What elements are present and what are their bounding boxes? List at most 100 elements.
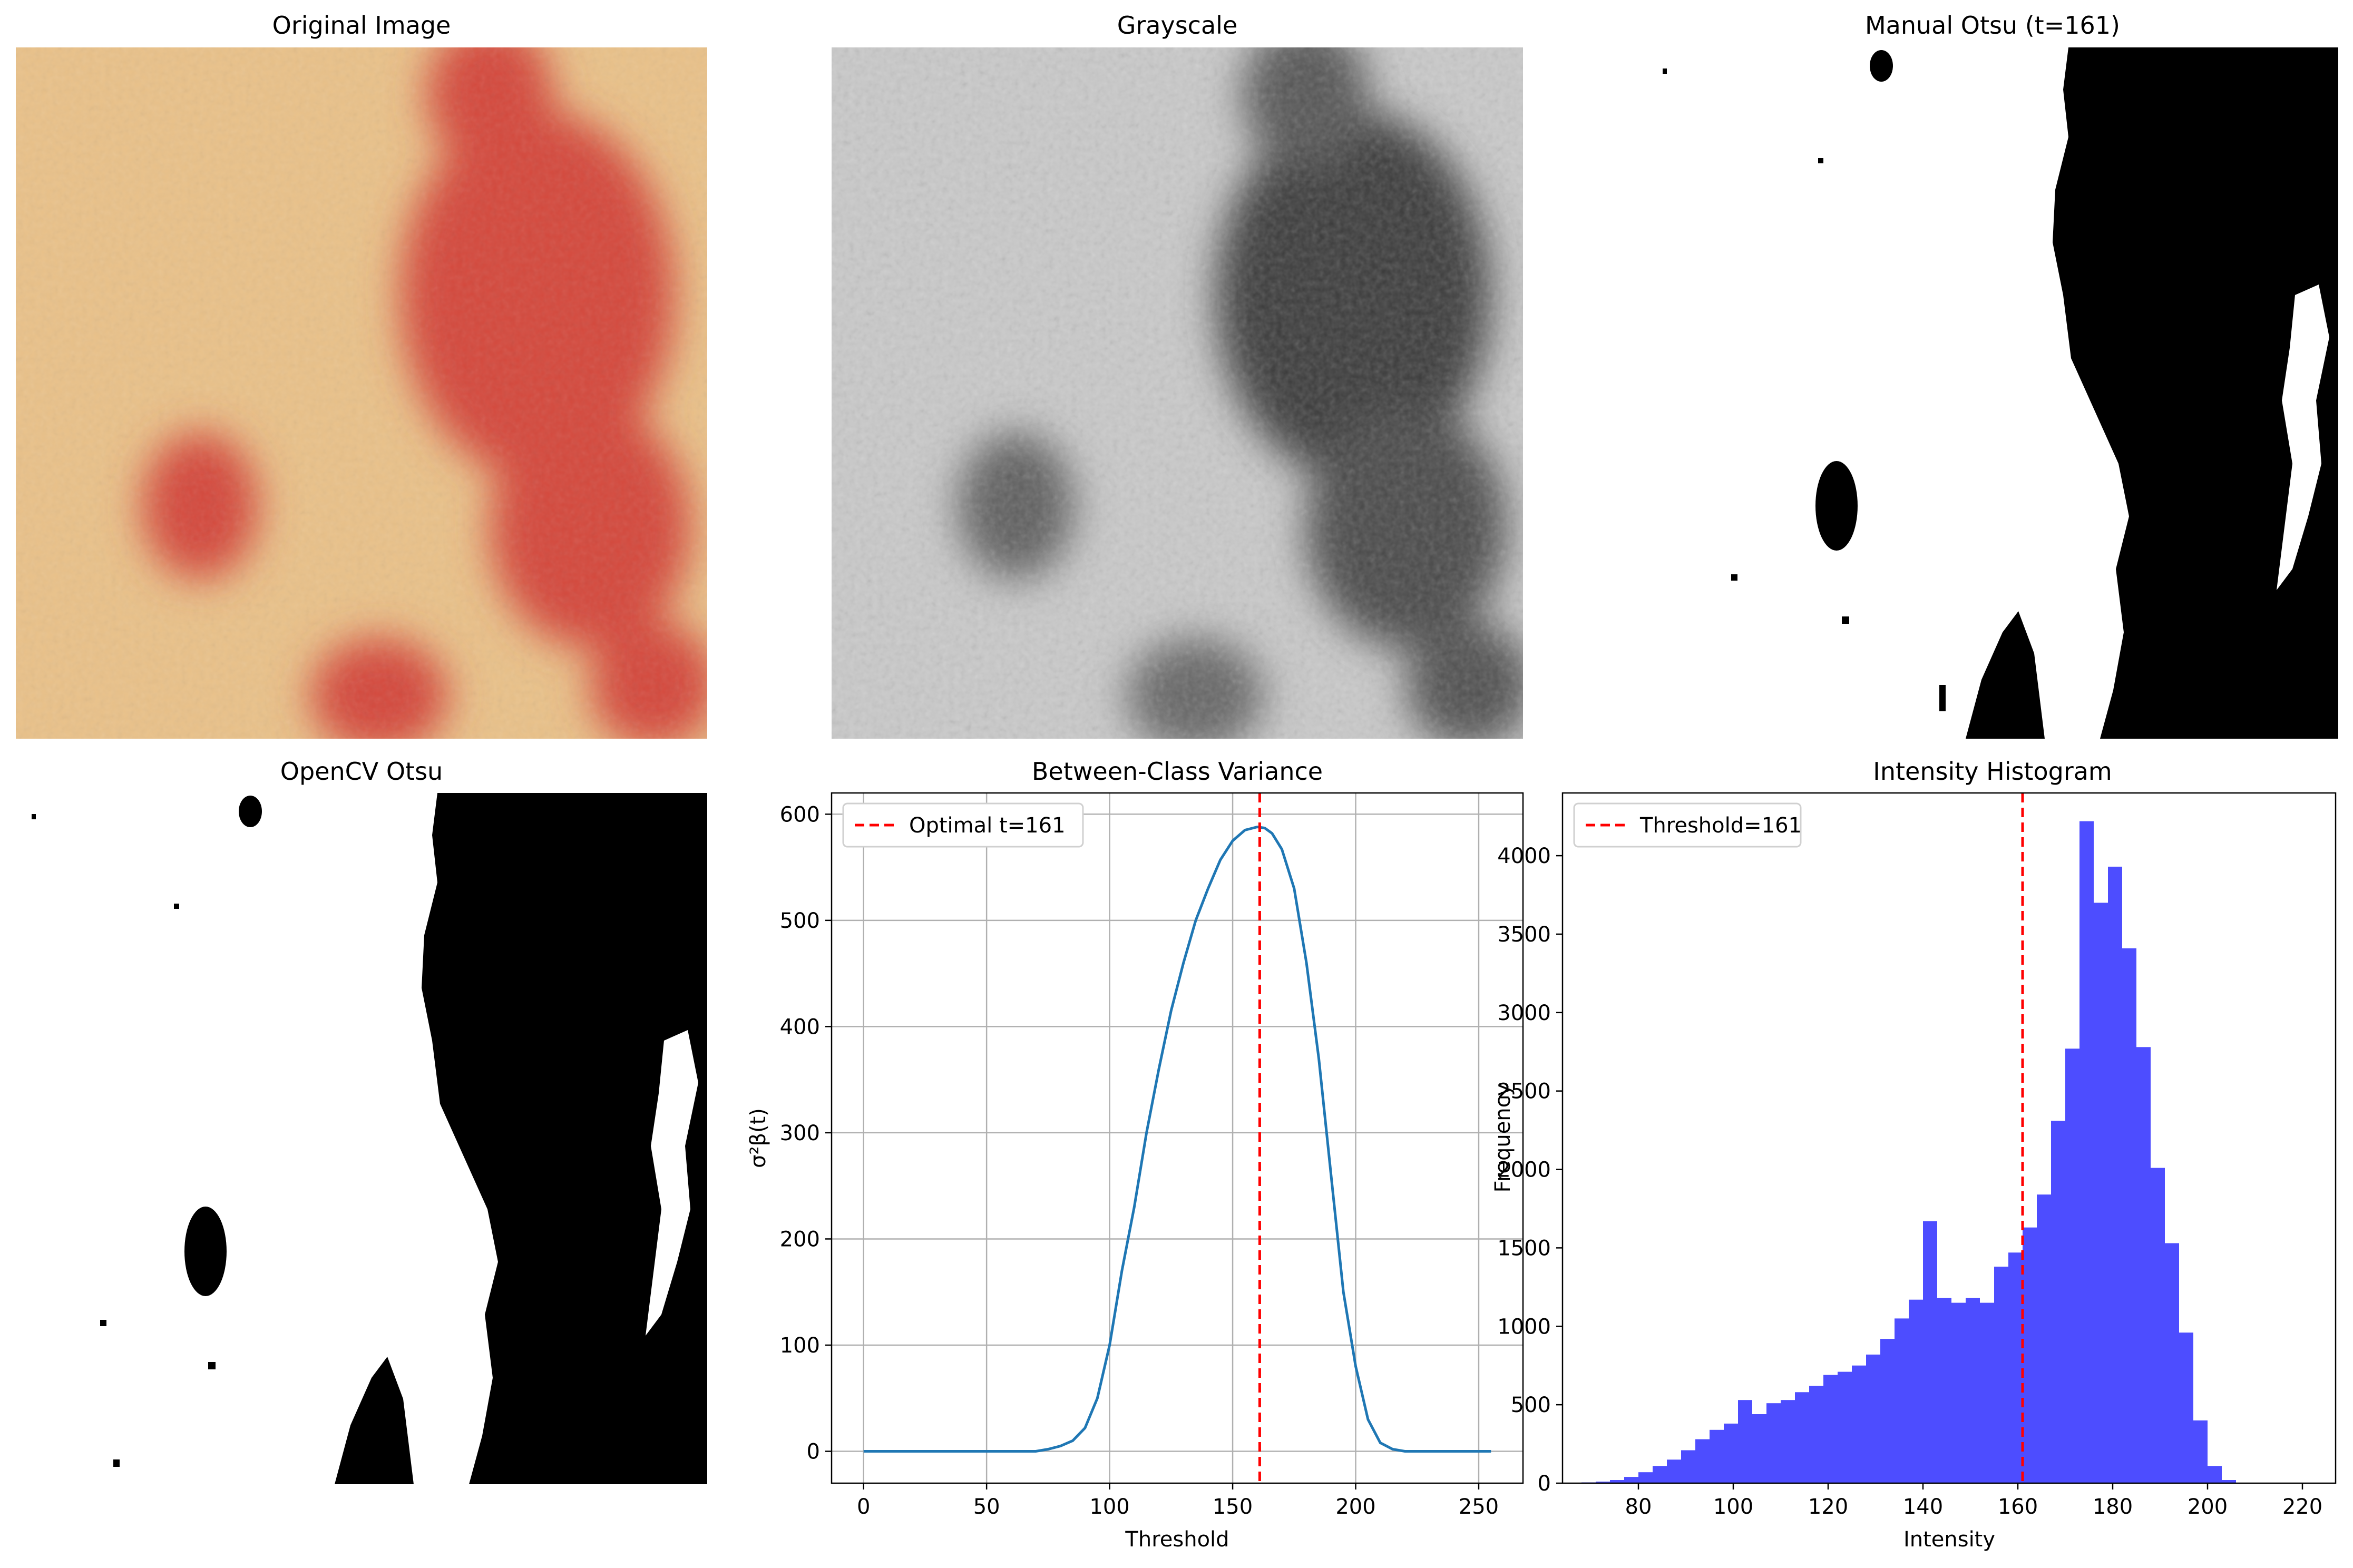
manual-otsu-mask <box>1647 47 2338 739</box>
histogram-bar <box>1738 1400 1752 1483</box>
mask-blob-top <box>239 796 262 827</box>
mask-main-region <box>422 793 707 1484</box>
legend-box <box>842 802 1084 848</box>
legend: Optimal t=161 <box>842 802 1084 848</box>
x-tick-label: 50 <box>973 1495 1000 1519</box>
x-axis-label: Intensity <box>1903 1527 1995 1552</box>
histogram-bar <box>2065 1048 2079 1483</box>
histogram-bar <box>2222 1480 2236 1483</box>
histogram-bar <box>1966 1298 1980 1483</box>
histogram-bar <box>2051 1121 2065 1483</box>
histogram-bar <box>1980 1302 1994 1483</box>
panel-manual-otsu: Manual Otsu (t=161) <box>1647 11 2338 739</box>
y-tick-label: 0 <box>807 1440 820 1464</box>
histogram-bar <box>2151 1168 2165 1483</box>
x-tick-label: 200 <box>2188 1495 2228 1519</box>
histogram-bar <box>1766 1403 1781 1483</box>
x-tick-label: 250 <box>1459 1495 1499 1519</box>
gray-texture <box>832 47 1523 739</box>
histogram-bar <box>1951 1302 1966 1483</box>
histogram-bar <box>1809 1386 1823 1483</box>
histogram-bar <box>1795 1392 1809 1483</box>
histogram-bar <box>2208 1466 2222 1483</box>
x-tick-label: 120 <box>1808 1495 1848 1519</box>
x-axis-label: Threshold <box>1125 1527 1229 1552</box>
mask-inner-hole <box>646 1030 698 1336</box>
histogram-bar <box>2094 903 2108 1483</box>
panel-title-manual: Manual Otsu (t=161) <box>1865 11 2120 40</box>
y-axis-label: σ²β(t) <box>746 1108 770 1168</box>
y-tick-label: 3500 <box>1497 923 1551 947</box>
histogram-bar <box>2122 948 2136 1483</box>
y-axis-label: Frequency <box>1491 1084 1515 1193</box>
y-tick-label: 500 <box>780 909 820 933</box>
panel-title-opencv: OpenCV Otsu <box>280 757 443 786</box>
opencv-otsu-mask <box>16 793 707 1484</box>
histogram-bar <box>1653 1466 1667 1483</box>
x-tick-label: 0 <box>857 1495 870 1519</box>
histogram-bar <box>1866 1354 1880 1483</box>
histogram-bar <box>1895 1318 1909 1483</box>
y-tick-label: 300 <box>780 1121 820 1145</box>
x-tick-label: 180 <box>2093 1495 2133 1519</box>
ticks: 80 100 120 140 160 180 200 220 0 500 1000 1500 2000 2… <box>1497 844 2322 1519</box>
y-tick-label: 0 <box>1538 1472 1551 1496</box>
x-tick-label: 140 <box>1903 1495 1943 1519</box>
mask-speck-2 <box>174 904 179 909</box>
histogram-bar <box>2008 1252 2023 1483</box>
histogram-bar <box>2079 821 2094 1483</box>
x-tick-label: 200 <box>1335 1495 1375 1519</box>
legend: Threshold=161 <box>1573 802 1802 848</box>
y-tick-label: 200 <box>780 1227 820 1251</box>
y-tick-label: 100 <box>780 1334 820 1358</box>
panel-title-original: Original Image <box>272 11 451 40</box>
panel-grayscale: Grayscale <box>832 11 1523 739</box>
grid <box>832 793 1523 1483</box>
mask-blob-bottom <box>1966 611 2045 739</box>
mask-blob-top <box>1870 50 1893 82</box>
histogram-bar <box>2136 1047 2151 1483</box>
histogram-bar <box>2037 1194 2051 1483</box>
x-tick-label: 100 <box>1089 1495 1129 1519</box>
legend-label: Optimal t=161 <box>909 814 1066 838</box>
histogram-bar <box>1823 1375 1838 1483</box>
mask-main-region <box>2053 47 2338 739</box>
mask-speck-3 <box>100 1320 106 1326</box>
y-tick-label: 2500 <box>1497 1080 1551 1104</box>
histogram-bar <box>1624 1477 1638 1483</box>
histogram-bar <box>1610 1480 1624 1483</box>
chart-between-class-variance: Between-Class Variance 0 50 100 150 200 250 0 1… <box>746 757 1524 1552</box>
histogram-bar <box>1923 1221 1937 1483</box>
histogram-bar <box>1838 1371 1852 1483</box>
plot-frame <box>1561 792 2337 1484</box>
mask-speck-5 <box>113 1459 120 1467</box>
ticks: 0 50 100 150 200 250 0 100 200 300 400 500 600 <box>780 802 1499 1519</box>
mask-speck-2 <box>1818 158 1823 163</box>
x-tick-label: 80 <box>1625 1495 1652 1519</box>
panel-opencv-otsu: OpenCV Otsu <box>16 757 707 1484</box>
legend-label: Threshold=161 <box>1639 814 1802 838</box>
y-tick-label: 400 <box>780 1015 820 1039</box>
mask-speck-3 <box>1731 574 1737 581</box>
histogram-bar <box>1937 1298 1951 1483</box>
mask-speck-4 <box>1842 616 1849 624</box>
histogram-bar <box>1880 1339 1895 1483</box>
histogram-bar <box>1724 1423 1738 1483</box>
mask-blob-left <box>184 1207 227 1296</box>
panel-title-grayscale: Grayscale <box>1117 11 1238 40</box>
histogram-bar <box>1681 1450 1695 1483</box>
y-tick-label: 3000 <box>1497 1001 1551 1025</box>
histogram-bar <box>2179 1332 2193 1483</box>
mask-speck-1 <box>32 814 36 819</box>
histogram-bar <box>2193 1420 2208 1483</box>
mask-blob-left <box>1815 461 1858 551</box>
mask-speck-5 <box>1939 685 1946 711</box>
grayscale-image <box>832 47 1523 739</box>
y-tick-label: 600 <box>780 802 820 827</box>
histogram-bar <box>1994 1267 2008 1483</box>
legend-box <box>1573 802 1802 848</box>
histogram-bar <box>1596 1482 1610 1483</box>
chart-title: Between-Class Variance <box>1032 757 1323 786</box>
variance-curve <box>863 825 1491 1453</box>
